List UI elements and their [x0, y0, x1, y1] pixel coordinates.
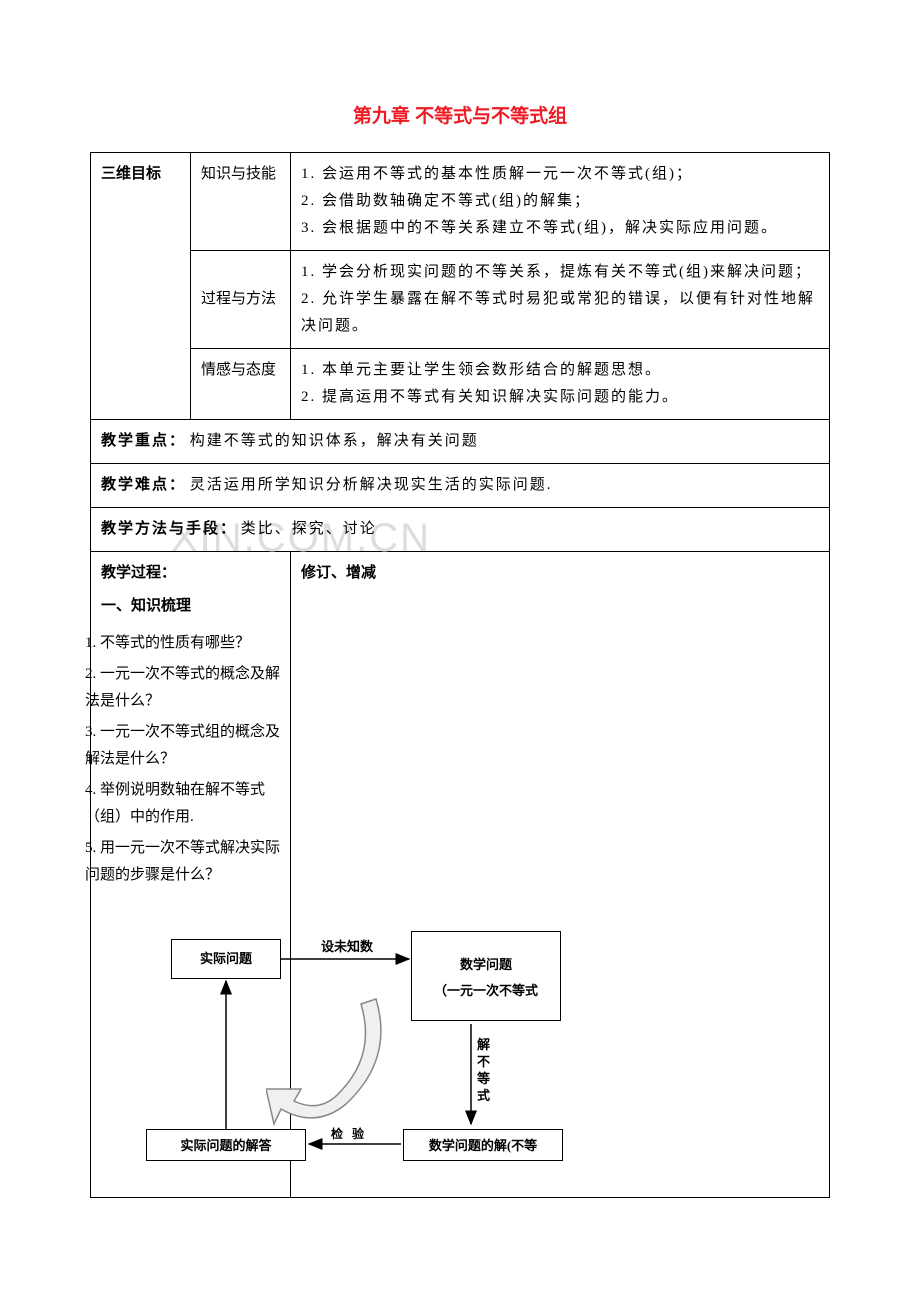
- curved-arrow-icon: [266, 989, 396, 1129]
- chapter-title: 第九章 不等式与不等式组: [90, 100, 830, 134]
- goals-label-cell: 三维目标: [91, 153, 191, 420]
- process-cell: 教学过程： 一、知识梳理 1. 不等式的性质有哪些？ 2. 一元一次不等式的概念…: [91, 552, 291, 1198]
- aspect-knowledge-label: 知识与技能: [191, 153, 291, 251]
- node-label: 数学问题: [460, 952, 512, 978]
- lesson-plan-table: 三维目标 知识与技能 1. 会运用不等式的基本性质解一元一次不等式(组)； 2.…: [90, 152, 830, 1198]
- question-item: 4. 举例说明数轴在解不等式（组）中的作用.: [85, 777, 280, 831]
- process-text: 1. 学会分析现实问题的不等关系，提炼有关不等式(组)来解决问题； 2. 允许学…: [301, 259, 819, 340]
- edge-set-unknown: 设未知数: [321, 935, 373, 958]
- node-label: 实际问题的解答: [180, 1134, 271, 1157]
- flowchart: 实际问题 数学问题 （一元一次不等式 实际问题的解答 数学问题的解(不等 设未知…: [111, 919, 631, 1189]
- question-list: 1. 不等式的性质有哪些？ 2. 一元一次不等式的概念及解法是什么？ 3. 一元…: [85, 630, 280, 889]
- process-title: 教学过程：: [101, 560, 280, 587]
- aspect-process-content: 1. 学会分析现实问题的不等关系，提炼有关不等式(组)来解决问题； 2. 允许学…: [291, 251, 830, 349]
- question-item: 2. 一元一次不等式的概念及解法是什么？: [85, 661, 280, 715]
- method-cell: XIN.COM.CN 教学方法与手段： 类比、探究、讨论: [91, 508, 830, 552]
- aspect-knowledge-content: 1. 会运用不等式的基本性质解一元一次不等式(组)； 2. 会借助数轴确定不等式…: [291, 153, 830, 251]
- attitude-text: 1. 本单元主要让学生领会数形结合的解题思想。 2. 提高运用不等式有关知识解决…: [301, 357, 819, 411]
- key-point-text: 构建不等式的知识体系，解决有关问题: [190, 433, 479, 449]
- difficult-point-text: 灵活运用所学知识分析解决现实生活的实际问题.: [190, 477, 553, 493]
- question-item: 5. 用一元一次不等式解决实际问题的步骤是什么？: [85, 835, 280, 889]
- edge-solve: 解不等式: [477, 1037, 491, 1105]
- process-subtitle: 一、知识梳理: [101, 593, 280, 620]
- edge-verify: 检 验: [331, 1124, 367, 1146]
- node-math-answer: 数学问题的解(不等: [403, 1129, 563, 1161]
- difficult-point-cell: 教学难点： 灵活运用所学知识分析解决现实生活的实际问题.: [91, 464, 830, 508]
- difficult-point-label: 教学难点：: [101, 477, 186, 493]
- node-label: 实际问题: [200, 947, 252, 970]
- table-row: 教学难点： 灵活运用所学知识分析解决现实生活的实际问题.: [91, 464, 830, 508]
- method-text: 类比、探究、讨论: [241, 521, 377, 537]
- table-row: 教学重点： 构建不等式的知识体系，解决有关问题: [91, 420, 830, 464]
- question-item: 3. 一元一次不等式组的概念及解法是什么？: [85, 719, 280, 773]
- table-row: 情感与态度 1. 本单元主要让学生领会数形结合的解题思想。 2. 提高运用不等式…: [91, 349, 830, 420]
- table-row: 三维目标 知识与技能 1. 会运用不等式的基本性质解一元一次不等式(组)； 2.…: [91, 153, 830, 251]
- node-label: 数学问题的解(不等: [429, 1134, 537, 1157]
- key-point-cell: 教学重点： 构建不等式的知识体系，解决有关问题: [91, 420, 830, 464]
- question-item: 1. 不等式的性质有哪些？: [85, 630, 280, 657]
- aspect-process-label: 过程与方法: [191, 251, 291, 349]
- node-label: （一元一次不等式: [434, 978, 538, 1004]
- aspect-attitude-content: 1. 本单元主要让学生领会数形结合的解题思想。 2. 提高运用不等式有关知识解决…: [291, 349, 830, 420]
- node-real-answer: 实际问题的解答: [146, 1129, 306, 1161]
- aspect-attitude-label: 情感与态度: [191, 349, 291, 420]
- table-row: 教学过程： 一、知识梳理 1. 不等式的性质有哪些？ 2. 一元一次不等式的概念…: [91, 552, 830, 1198]
- method-label: 教学方法与手段：: [101, 521, 237, 537]
- table-row: 过程与方法 1. 学会分析现实问题的不等关系，提炼有关不等式(组)来解决问题； …: [91, 251, 830, 349]
- key-point-label: 教学重点：: [101, 433, 186, 449]
- table-row: XIN.COM.CN 教学方法与手段： 类比、探究、讨论: [91, 508, 830, 552]
- revise-label: 修订、增减: [301, 565, 376, 581]
- knowledge-text: 1. 会运用不等式的基本性质解一元一次不等式(组)； 2. 会借助数轴确定不等式…: [301, 161, 819, 242]
- node-real-problem: 实际问题: [171, 939, 281, 979]
- node-math-problem: 数学问题 （一元一次不等式: [411, 931, 561, 1021]
